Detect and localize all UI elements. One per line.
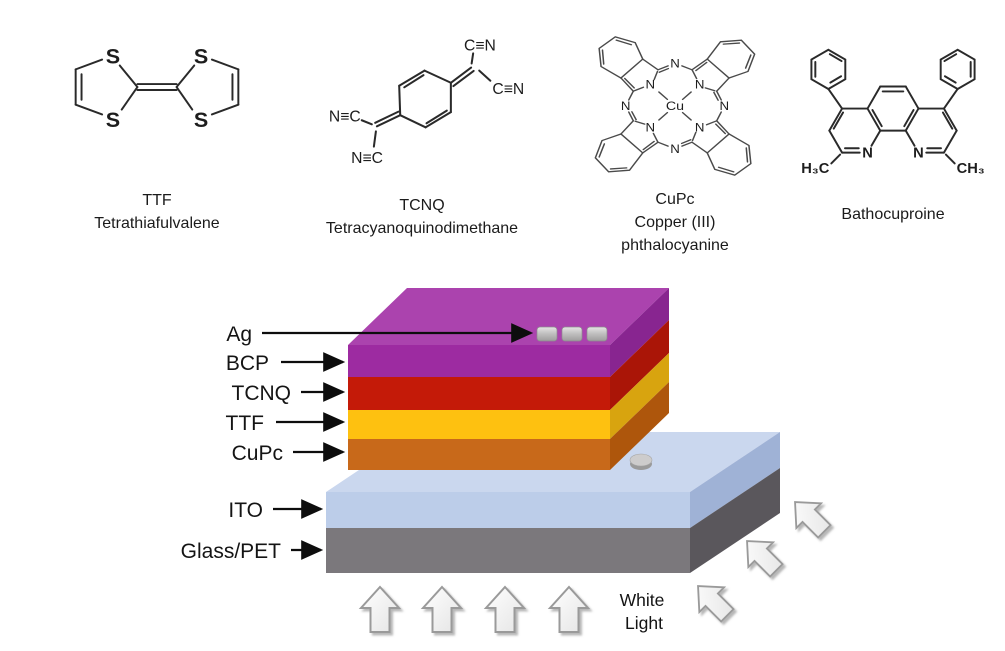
pyrrole-n-label: N: [646, 79, 656, 92]
layer-cupc-side: [610, 382, 669, 470]
sulfur-label: S: [194, 107, 208, 132]
white-light-label: White Light: [620, 590, 665, 633]
white-light-arrows-side: [697, 501, 832, 623]
meso-n-label: N: [670, 143, 680, 156]
layer-cupc-front: [348, 439, 610, 470]
molecule-cupc: Cu N N N N N N N N CuPc Copper (III) pht…: [582, 27, 768, 257]
ttf-atom-labels: S S S S: [106, 44, 209, 133]
pyrrole-n-label: N: [646, 121, 656, 134]
caption-line: Tetracyanoquinodimethane: [325, 220, 519, 237]
layer-ito-side: [690, 432, 780, 528]
meso-n-label: N: [720, 100, 730, 113]
meso-n-label: N: [670, 57, 680, 70]
copper-label: Cu: [666, 99, 684, 113]
pyrrole-n-label: N: [695, 79, 705, 92]
ttf-bonds: [74, 58, 240, 116]
pyrrole-n-label: N: [695, 121, 705, 134]
bathocuproine-structure-drawing: N N H₃C CH₃: [801, 48, 985, 178]
cyano-label: C≡N: [492, 81, 524, 98]
white-light-line: Light: [625, 613, 663, 633]
organic-stack: [348, 288, 669, 470]
nitrogen-label: N: [913, 146, 924, 162]
label-ag: Ag: [226, 323, 252, 346]
layer-tcnq-side: [610, 320, 669, 410]
molecule-caption-bathocuproine: Bathocuproine: [841, 203, 944, 226]
layer-bcp-side: [610, 288, 669, 377]
label-ttf: TTF: [226, 412, 264, 435]
ito-contact-pad: [629, 453, 653, 470]
molecule-ttf: S S S S TTF Tetrathiafulvalene: [55, 34, 259, 235]
layer-ttf-side: [610, 353, 669, 439]
label-bcp: BCP: [226, 352, 269, 375]
caption-line: TTF: [142, 192, 172, 209]
methyl-label: H₃C: [801, 161, 829, 177]
molecule-bathocuproine: N N H₃C CH₃ Bathocuproine: [790, 40, 996, 226]
bathocuproine-atom-labels: N N H₃C CH₃: [801, 146, 984, 178]
layer-substrate-front: [326, 528, 690, 573]
molecule-tcnq: C≡N C≡N N≡C N≡C TCNQ Tetracyanoquinodime…: [302, 30, 542, 240]
cyano-label: C≡N: [464, 37, 496, 54]
label-cupc: CuPc: [232, 442, 283, 465]
methyl-label: CH₃: [957, 161, 985, 177]
cyano-label: N≡C: [328, 108, 360, 125]
caption-line: Copper (III): [634, 214, 716, 231]
label-ito: ITO: [228, 499, 263, 522]
white-light-line: White: [620, 590, 665, 610]
tcnq-atom-labels: C≡N C≡N N≡C N≡C: [328, 37, 523, 166]
ttf-structure-drawing: S S S S: [74, 44, 240, 133]
caption-line: CuPc: [655, 191, 695, 208]
layer-tcnq-front: [348, 377, 610, 410]
molecule-caption-ttf: TTF Tetrathiafulvalene: [94, 189, 219, 235]
layer-ttf-front: [348, 410, 610, 439]
sulfur-label: S: [194, 44, 208, 69]
molecule-caption-cupc: CuPc Copper (III) phthalocyanine: [621, 188, 729, 257]
device-stack-diagram: Ag BCP TCNQ TTF CuPc ITO Glass/PET White…: [181, 288, 832, 633]
sulfur-label: S: [106, 44, 120, 69]
layer-bcp-front: [348, 345, 610, 377]
nitrogen-label: N: [862, 146, 873, 162]
layer-substrate-side: [690, 468, 780, 573]
layer-ito-front: [326, 492, 690, 528]
caption-line: phthalocyanine: [621, 237, 729, 254]
cyano-label: N≡C: [351, 150, 383, 167]
caption-line: TCNQ: [399, 197, 445, 214]
sulfur-label: S: [106, 107, 120, 132]
ag-electrode-pads: [536, 326, 608, 342]
white-light-arrows-bottom: [358, 585, 591, 633]
cupc-structure-drawing: Cu N N N N N N N N: [594, 36, 756, 176]
label-tcnq: TCNQ: [232, 382, 292, 405]
meso-n-label: N: [621, 100, 631, 113]
molecule-caption-tcnq: TCNQ Tetracyanoquinodimethane: [326, 194, 518, 240]
cupc-atom-labels: Cu N N N N N N N N: [621, 57, 729, 156]
tcnq-structure-drawing: C≡N C≡N N≡C N≡C: [328, 37, 523, 166]
caption-line: Tetrathiafulvalene: [94, 215, 220, 232]
layer-labels: Ag BCP TCNQ TTF CuPc ITO Glass/PET: [181, 323, 534, 563]
bathocuproine-bonds: [810, 48, 976, 165]
label-substrate: Glass/PET: [181, 540, 282, 563]
caption-line: Bathocuproine: [841, 206, 945, 223]
tcnq-bonds: [360, 52, 491, 148]
